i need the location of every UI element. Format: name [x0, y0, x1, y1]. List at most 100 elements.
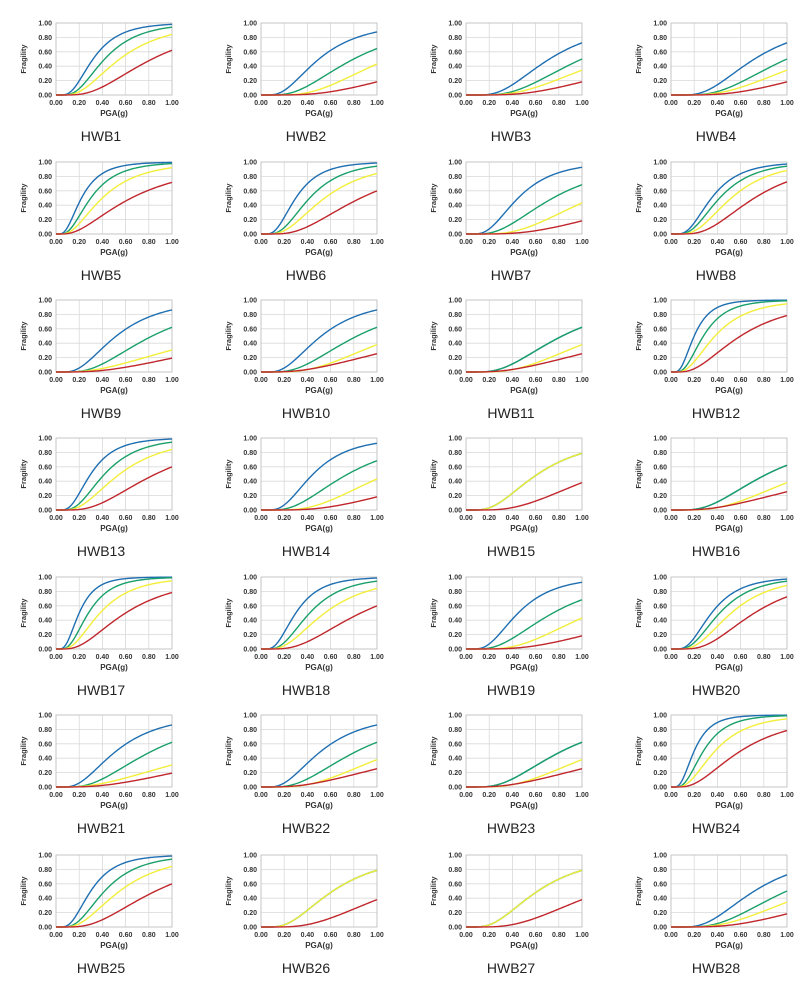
y-axis-label: Fragility: [634, 321, 643, 351]
x-tick-label: 0.00: [254, 239, 268, 246]
x-tick-label: 0.40: [301, 515, 315, 522]
y-tick-label: 0.80: [448, 174, 462, 181]
y-axis-label: Fragility: [224, 44, 233, 74]
series-line-4: [671, 596, 788, 650]
x-tick-label: 0.20: [687, 792, 701, 799]
x-tick-label: 0.00: [254, 515, 268, 522]
plot-area: [260, 299, 378, 373]
y-tick-label: 0.60: [243, 741, 257, 748]
x-tick-label: 0.80: [142, 932, 156, 939]
x-tick-label: 0.00: [254, 792, 268, 799]
y-tick-label: 0.00: [38, 647, 52, 654]
series-line-1: [261, 577, 378, 650]
x-tick-label: 0.80: [552, 792, 566, 799]
series-line-4: [56, 772, 173, 788]
y-tick-label: 0.40: [653, 756, 667, 763]
x-axis-label: PGA(g): [510, 524, 538, 533]
fragility-chart: 0.00 0.20 0.40 0.60 0.80 1.00 0.00 0.20 0.40 0.60…: [205, 702, 407, 840]
x-tick-label: 0.80: [757, 377, 771, 384]
x-axis-label: PGA(g): [100, 801, 128, 810]
y-tick-label: 0.40: [448, 618, 462, 625]
series-line-4: [671, 729, 788, 788]
y-axis-label: Fragility: [429, 321, 438, 351]
fragility-chart: 0.00 0.20 0.40 0.60 0.80 1.00 0.00 0.20 0.40 0.60…: [615, 10, 808, 148]
x-tick-label: 0.40: [506, 515, 520, 522]
chart-caption: HWB4: [695, 128, 737, 144]
x-tick-label: 1.00: [370, 239, 384, 246]
x-tick-label: 0.20: [687, 932, 701, 939]
series-line-2: [671, 580, 788, 650]
x-tick-label: 0.60: [529, 239, 543, 246]
x-tick-label: 0.80: [757, 100, 771, 107]
y-tick-label: 0.80: [243, 867, 257, 874]
fragility-chart: 0.00 0.20 0.40 0.60 0.80 1.00 0.00 0.20 0.40 0.60…: [0, 564, 202, 702]
y-tick-label: 0.20: [653, 217, 667, 224]
series-line-2: [466, 741, 583, 788]
fragility-chart: 0.00 0.20 0.40 0.60 0.80 1.00 0.00 0.20 0.40 0.60…: [615, 149, 808, 287]
y-tick-label: 0.00: [38, 93, 52, 100]
y-tick-label: 0.60: [38, 188, 52, 195]
y-tick-label: 0.00: [448, 232, 462, 239]
x-tick-label: 0.20: [277, 239, 291, 246]
y-tick-label: 0.40: [38, 479, 52, 486]
y-tick-label: 0.60: [653, 464, 667, 471]
x-tick-label: 0.80: [142, 654, 156, 661]
y-tick-label: 0.00: [448, 508, 462, 515]
plot-area: [465, 299, 583, 373]
x-axis-label: PGA(g): [715, 663, 743, 672]
chart-caption: HWB9: [80, 405, 122, 421]
x-tick-label: 0.40: [301, 100, 315, 107]
fragility-chart: 0.00 0.20 0.40 0.60 0.80 1.00 0.00 0.20 0.40 0.60…: [410, 149, 612, 287]
x-tick-label: 0.40: [301, 932, 315, 939]
y-tick-label: 0.80: [448, 450, 462, 457]
fragility-chart: 0.00 0.20 0.40 0.60 0.80 1.00 0.00 0.20 0.40 0.60…: [205, 425, 407, 563]
chart-caption: HWB26: [281, 960, 331, 976]
y-tick-label: 0.60: [243, 881, 257, 888]
series-line-4: [671, 491, 788, 511]
series-line-4: [261, 768, 378, 788]
y-tick-label: 0.20: [653, 493, 667, 500]
y-tick-label: 0.80: [653, 312, 667, 319]
x-axis-label: PGA(g): [305, 663, 333, 672]
y-tick-label: 0.00: [243, 925, 257, 932]
y-tick-label: 0.00: [243, 785, 257, 792]
plot-area: [670, 161, 788, 235]
y-tick-label: 0.40: [243, 341, 257, 348]
fragility-chart: 0.00 0.20 0.40 0.60 0.80 1.00 0.00 0.20 0.40 0.60…: [615, 702, 808, 840]
series-line-1: [56, 576, 173, 650]
series-line-3: [671, 584, 788, 650]
y-tick-label: 0.80: [38, 727, 52, 734]
plot-area: [55, 161, 173, 235]
series-line-2: [261, 165, 378, 235]
series-line-1: [56, 724, 173, 788]
chart-caption: HWB14: [281, 543, 331, 559]
y-tick-label: 0.60: [448, 188, 462, 195]
x-axis-label: PGA(g): [510, 801, 538, 810]
plot-area: [55, 854, 173, 928]
y-axis-label: Fragility: [224, 736, 233, 766]
chart-caption: HWB8: [695, 267, 737, 283]
y-tick-label: 0.00: [653, 93, 667, 100]
y-tick-label: 0.40: [38, 341, 52, 348]
series-line-4: [671, 81, 788, 96]
plot-area: [465, 714, 583, 788]
x-tick-label: 0.00: [459, 792, 473, 799]
y-tick-label: 0.20: [243, 493, 257, 500]
x-tick-label: 0.40: [711, 100, 725, 107]
y-tick-label: 1.00: [243, 575, 257, 582]
y-tick-label: 1.00: [38, 160, 52, 167]
y-tick-label: 1.00: [653, 160, 667, 167]
y-tick-label: 0.80: [653, 727, 667, 734]
y-tick-label: 1.00: [38, 575, 52, 582]
x-tick-label: 0.40: [711, 654, 725, 661]
series-line-1: [671, 714, 788, 788]
chart-svg: 0.00 0.20 0.40 0.60 0.80 1.00 0.00 0.20 0.40 0.60…: [429, 575, 589, 673]
x-axis-label: PGA(g): [510, 386, 538, 395]
y-tick-label: 0.40: [38, 618, 52, 625]
plot-area: [260, 714, 378, 788]
x-tick-label: 0.80: [347, 100, 361, 107]
chart-caption: HWB15: [486, 543, 536, 559]
plot-area: [465, 437, 583, 511]
x-tick-label: 0.60: [734, 100, 748, 107]
